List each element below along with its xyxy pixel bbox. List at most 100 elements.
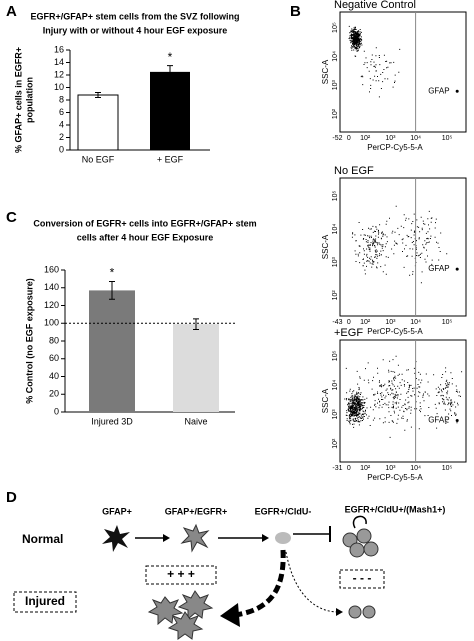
x-tick-label: 0 — [347, 135, 351, 142]
panel-label: A — [6, 3, 17, 20]
panel-label: D — [6, 489, 17, 506]
x-tick-label: 10² — [360, 135, 371, 142]
diagram: Normal Injured GFAP+ GFAP+/EGFR+ EGFR+/C… — [13, 504, 446, 640]
x-axis-label: PerCP-Cy5-5-A — [367, 473, 423, 482]
y-tick-label: 10³ — [332, 79, 339, 90]
x-tick-label: 10⁵ — [442, 135, 453, 142]
stage-label: GFAP+/EGFR+ — [165, 506, 228, 516]
error-bar — [167, 65, 173, 79]
plot-frame — [339, 177, 467, 317]
y-tick-label: 120 — [44, 300, 59, 310]
y-tick-label: 40 — [49, 371, 59, 381]
gate-label: GFAP — [428, 264, 449, 273]
y-tick-label: 2 — [59, 132, 64, 142]
arrowhead — [163, 534, 170, 542]
event-dots — [348, 25, 401, 98]
y-axis-label: SSC-A — [321, 234, 330, 259]
y-tick-label: 14 — [54, 57, 64, 67]
x-axis-label: PerCP-Cy5-5-A — [367, 143, 423, 152]
gate-dot — [455, 267, 459, 271]
x-tick-label: + EGF — [157, 154, 184, 164]
gate-dot — [455, 89, 459, 93]
chart-title: EGFR+/GFAP+ stem cells from the SVZ foll… — [30, 11, 239, 21]
bar — [89, 290, 135, 412]
x-tick-label: 10³ — [385, 465, 396, 472]
x-tick-label: 10⁴ — [410, 465, 421, 472]
box — [145, 565, 217, 585]
cell — [177, 590, 214, 621]
x-tick-label: -43 — [332, 319, 342, 326]
y-tick-label: 10³ — [332, 409, 339, 420]
y-axis-label: SSC-A — [321, 388, 330, 413]
y-tick-label: 10² — [332, 290, 339, 301]
box-label: + + + — [167, 567, 195, 581]
error-bar — [109, 281, 115, 300]
y-tick-label: 0 — [59, 144, 64, 154]
panel-label: B — [290, 3, 301, 20]
cell — [363, 541, 379, 557]
stage-label: GFAP+ — [102, 506, 132, 516]
stage-label: EGFR+/CldU+/(Mash1+) — [345, 504, 446, 514]
x-tick-label: 10³ — [385, 135, 396, 142]
y-tick-label: 4 — [59, 119, 64, 129]
bar — [173, 324, 219, 412]
cell — [275, 532, 291, 544]
x-tick-label: 0 — [347, 319, 351, 326]
cell — [167, 611, 204, 640]
event-dots — [344, 355, 463, 438]
gate-label: GFAP — [428, 86, 449, 95]
arrowhead — [336, 608, 343, 616]
y-tick-label: 10³ — [332, 256, 339, 267]
y-axis-label: population — [24, 77, 34, 123]
y-tick-label: 16 — [54, 44, 64, 54]
x-tick-label: 10⁴ — [410, 135, 421, 142]
y-tick-label: 20 — [49, 389, 59, 399]
plot-title: +EGF — [334, 327, 363, 339]
annotation: * — [168, 50, 173, 64]
error-bar — [193, 318, 199, 330]
x-tick-label: No EGF — [82, 154, 115, 164]
x-tick-label: 10² — [360, 319, 371, 326]
y-tick-label: 10⁵ — [332, 350, 339, 361]
box-label: - - - — [353, 571, 372, 585]
y-tick-label: 160 — [44, 264, 59, 274]
y-tick-label: 60 — [49, 353, 59, 363]
chart-title: Injury with or without 4 hour EGF exposu… — [43, 25, 228, 35]
chart-title: Conversion of EGFR+ cells into EGFR+/GFA… — [33, 218, 256, 228]
self-renew-arrow — [352, 515, 367, 529]
x-tick-label: 10⁴ — [410, 319, 421, 326]
y-tick-label: 6 — [59, 107, 64, 117]
plot-title: No EGF — [334, 165, 374, 177]
x-axis-label: PerCP-Cy5-5-A — [367, 327, 423, 336]
x-tick-label: Injured 3D — [91, 416, 133, 426]
gate-label: GFAP — [428, 416, 449, 425]
y-tick-label: 10² — [332, 438, 339, 449]
cell — [180, 523, 210, 553]
row-label: Normal — [22, 532, 63, 546]
y-tick-label: 80 — [49, 335, 59, 345]
annotation: * — [110, 266, 115, 280]
y-tick-label: 8 — [59, 94, 64, 104]
bar — [150, 71, 190, 150]
gate-dot — [455, 419, 459, 423]
row-box — [13, 591, 77, 613]
y-tick-label: 10⁴ — [332, 224, 339, 235]
arrow — [285, 551, 339, 613]
y-tick-label: 10⁵ — [332, 22, 339, 33]
cell — [362, 605, 376, 619]
arrow — [234, 549, 286, 618]
y-tick-label: 10⁴ — [332, 380, 339, 391]
chart-title: cells after 4 hour EGF Exposure — [77, 232, 214, 242]
y-tick-label: 140 — [44, 282, 59, 292]
y-axis-label: SSC-A — [321, 59, 330, 84]
x-tick-label: -31 — [332, 465, 342, 472]
x-tick-label: 10³ — [385, 319, 396, 326]
y-tick-label: 10 — [54, 82, 64, 92]
y-axis-label: % Control (no EGF exposure) — [24, 278, 34, 404]
x-tick-label: 10² — [360, 465, 371, 472]
row-label: Injured — [25, 594, 65, 608]
x-tick-label: 10⁵ — [442, 319, 453, 326]
error-bar — [95, 92, 101, 98]
arrowhead — [262, 534, 269, 542]
y-tick-label: 10⁵ — [332, 191, 339, 202]
